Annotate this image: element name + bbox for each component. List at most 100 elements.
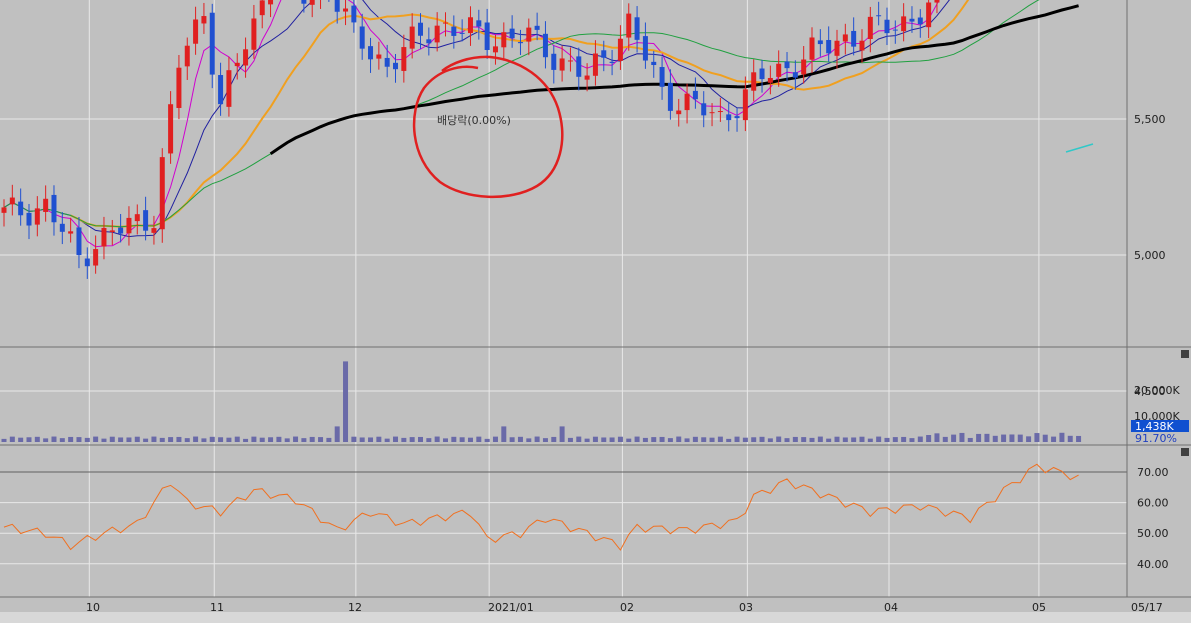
candle-body [926, 2, 932, 28]
ma-line-ma10 [3, 0, 950, 238]
volume-bar [817, 436, 823, 442]
volume-bar [501, 426, 507, 442]
volume-bar [376, 436, 382, 442]
volume-bar [617, 436, 623, 442]
candle-body [434, 25, 440, 43]
volume-bar [1059, 432, 1065, 442]
candle-body [842, 34, 848, 42]
candle-body [84, 258, 90, 267]
volume-bar [1067, 435, 1073, 442]
volume-bar [109, 436, 115, 442]
candle-body [567, 60, 573, 62]
volume-bar [842, 437, 848, 442]
candle-body [159, 157, 165, 230]
candle-body [692, 90, 698, 100]
candle-body [459, 32, 465, 34]
volume-bar [701, 437, 707, 442]
volume-bar [218, 437, 224, 442]
volume-bar [434, 436, 440, 442]
volume-bar [709, 437, 715, 442]
candle-body [901, 16, 907, 32]
candle-body [684, 93, 690, 111]
candle-body [43, 198, 49, 212]
candle-body [301, 0, 307, 4]
volume-bar [18, 437, 24, 442]
price-tick-label: 5,500 [1134, 113, 1166, 126]
volume-last-label: 1,438K [1135, 420, 1174, 433]
candle-body [592, 53, 598, 76]
volume-bar [484, 438, 490, 442]
volume-bar [1042, 434, 1048, 442]
volume-bar [492, 436, 498, 442]
volume-bar [384, 438, 390, 442]
candle-body [68, 231, 74, 234]
volume-bar [876, 436, 882, 442]
volume-bar [201, 438, 207, 442]
indicator-panel-close-button[interactable] [1181, 448, 1189, 456]
volume-ratio-label: 91.70% [1135, 432, 1177, 445]
volume-bar [43, 438, 49, 442]
volume-bar [159, 437, 165, 442]
candle-body [76, 227, 82, 256]
candle-body [168, 104, 174, 154]
candle-body [767, 77, 773, 83]
volume-bar [359, 437, 365, 442]
candle-body [492, 46, 498, 53]
panel-collapse-buttons[interactable] [1181, 350, 1189, 456]
indicator-tick-label: 70.00 [1137, 466, 1169, 479]
volume-bar [293, 436, 299, 442]
candle-body [517, 42, 523, 44]
volume-bar [368, 437, 374, 442]
volume-bar [284, 438, 290, 442]
candle-body [1, 207, 7, 213]
bottom-scrollbar[interactable] [0, 612, 1191, 623]
candle-body [551, 53, 557, 70]
indicator-series [3, 463, 1079, 551]
volume-bar [659, 436, 665, 442]
volume-bar [517, 436, 523, 442]
volume-bar [251, 436, 257, 442]
volume-bar [9, 436, 15, 442]
volume-bar [1034, 433, 1040, 442]
volume-last-badge: 1,438K 91.70% [1131, 420, 1189, 445]
volume-last-badge-bg [1131, 420, 1189, 432]
volume-bar [476, 436, 482, 442]
volume-bar [951, 434, 957, 442]
volume-bar [1009, 434, 1015, 442]
volume-bar [742, 437, 748, 442]
volume-bar [776, 436, 782, 442]
volume-bar [59, 438, 65, 442]
candle-body [184, 45, 190, 67]
candle-body [742, 89, 748, 121]
volume-bar [459, 437, 465, 442]
candle-body [351, 5, 357, 23]
volume-bar [334, 426, 340, 442]
volume-panel-close-button[interactable] [1181, 350, 1189, 358]
volume-bar [343, 361, 349, 442]
candle-body [734, 116, 740, 119]
candle-body [134, 214, 140, 222]
price-tick-label: 5,000 [1134, 249, 1166, 262]
volume-bar [809, 437, 815, 442]
candle-body [501, 32, 507, 48]
volume-bar [168, 437, 174, 442]
candle-body [26, 212, 32, 226]
candle-body [226, 70, 232, 107]
candle-body [826, 39, 832, 54]
volume-bar [767, 438, 773, 442]
volume-bar [226, 437, 232, 442]
candle-body [626, 13, 632, 38]
volume-bar [84, 437, 90, 442]
volume-bar [243, 438, 249, 442]
candle-body [526, 27, 532, 42]
candle-body [617, 38, 623, 61]
x-tick-label: 10 [86, 601, 100, 614]
volume-bar [751, 437, 757, 442]
candle-body [667, 82, 673, 111]
volume-bar [559, 426, 565, 442]
volume-bar [859, 436, 865, 442]
volume-bar [959, 432, 965, 442]
